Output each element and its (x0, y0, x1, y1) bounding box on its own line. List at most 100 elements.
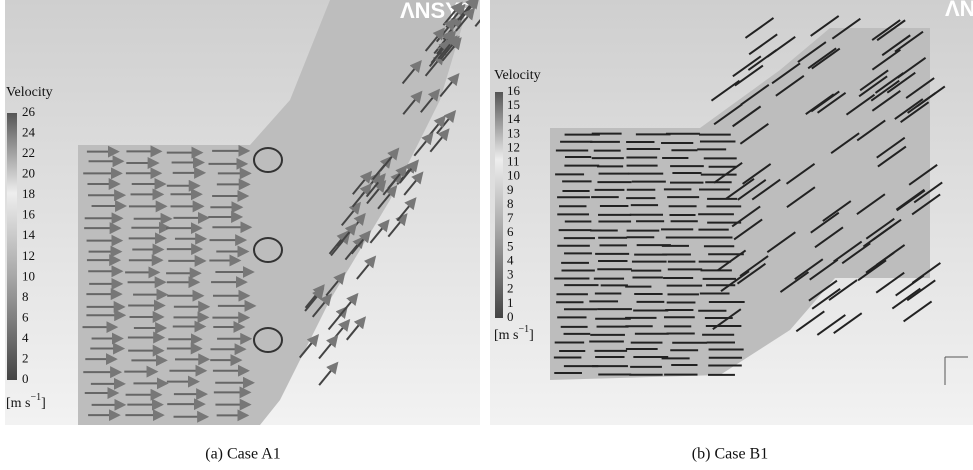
caption: (b) Case B1 (692, 446, 768, 463)
legend-title: Velocity (494, 68, 541, 83)
colorbar-tick-label: 10 (22, 268, 35, 283)
colorbar-tick-label: 13 (507, 125, 520, 140)
velocity-vector (809, 258, 839, 281)
velocity-vector (876, 136, 906, 159)
colorbar-tick-label: 7 (507, 210, 514, 225)
velocity-vector (871, 19, 901, 41)
velocity-vector (731, 205, 761, 228)
velocity-vector (871, 48, 901, 71)
velocity-vector (429, 128, 450, 153)
colorbar-tick-label: 9 (507, 182, 514, 197)
colorbar-tick-label: 2 (22, 350, 29, 365)
velocity-vector (900, 101, 930, 123)
colorbar-tick-label: 16 (507, 83, 521, 98)
colorbar-tick-label: 5 (507, 238, 514, 253)
velocity-vector (795, 310, 825, 333)
colorbar-tick-label: 10 (507, 168, 520, 183)
velocity-vector (911, 193, 941, 216)
velocity-vector (865, 217, 895, 240)
legend-unit: [m s−1] (6, 392, 46, 411)
velocity-vector (748, 33, 778, 56)
velocity-vector (779, 271, 810, 293)
velocity-vector (325, 271, 346, 297)
colorbar-tick-label: 14 (507, 111, 521, 126)
colorbar-tick-label: 26 (22, 104, 36, 119)
velocity-vector (387, 164, 408, 190)
velocity-vector (785, 163, 816, 185)
velocity-vector (833, 240, 863, 263)
colorbar (495, 92, 503, 318)
velocity-vector (822, 200, 852, 222)
velocity-vector (365, 173, 386, 198)
velocity-vector (816, 314, 846, 336)
velocity-vector (881, 34, 911, 57)
colorbar-tick-label: 1 (507, 295, 514, 310)
velocity-vector (304, 287, 325, 312)
velocity-vector (913, 181, 943, 204)
velocity-vector (740, 83, 770, 106)
velocity-vector (905, 77, 935, 99)
velocity-vector (876, 19, 906, 42)
velocity-vector (786, 186, 816, 208)
velocity-vector (401, 59, 422, 85)
colorbar-tick-label: 24 (22, 125, 36, 140)
velocity-vector (737, 179, 767, 201)
velocity-vector (420, 88, 441, 113)
velocity-vector (916, 85, 946, 108)
velocity-vector (739, 255, 769, 277)
velocity-vector (345, 316, 367, 341)
velocity-vector (874, 72, 905, 94)
logo: ΛNSYS (400, 0, 475, 23)
legend-unit: [m s−1] (494, 324, 534, 343)
colorbar-tick-label: 8 (507, 196, 514, 211)
velocity-vector (833, 312, 863, 335)
velocity-vector (744, 17, 775, 39)
velocity-vector (856, 193, 886, 216)
colorbar-tick-label: 4 (507, 252, 514, 267)
velocity-vector (328, 230, 349, 255)
velocity-vector (352, 170, 373, 195)
velocity-vector (351, 183, 372, 208)
velocity-vector (356, 255, 377, 280)
velocity-vector (733, 218, 763, 241)
velocity-vector (875, 271, 905, 294)
velocity-vector (805, 93, 835, 116)
velocity-vector (455, 7, 476, 32)
velocity-vector (858, 75, 888, 98)
velocity-vector (811, 47, 841, 70)
colorbar-tick-label: 12 (22, 248, 35, 263)
velocity-vector (908, 164, 938, 186)
velocity-vector (831, 17, 861, 40)
colorbar-tick-label: 12 (507, 139, 520, 154)
legend-title: Velocity (6, 85, 53, 100)
colorbar-tick-label: 4 (22, 330, 29, 345)
velocity-vector (298, 334, 320, 359)
velocity-vector (338, 292, 359, 318)
velocity-vector (713, 103, 743, 126)
colorbar-tick-label: 8 (22, 289, 29, 304)
velocity-vector (369, 219, 390, 244)
panel-a: ΛNSYS Velocity [m s−1] 26242220181614121… (5, 0, 480, 425)
vortex (253, 327, 283, 353)
colorbar-tick-label: 22 (22, 145, 35, 160)
velocity-vector (336, 222, 358, 247)
velocity-vector (725, 177, 755, 200)
velocity-vector (894, 98, 924, 120)
logo: ΛNSYS (945, 0, 973, 21)
velocity-vector (875, 244, 906, 266)
velocity-vector (808, 279, 838, 302)
flow-domain (550, 28, 930, 380)
velocity-vector (856, 119, 886, 142)
velocity-vector (845, 93, 876, 116)
velocity-vector (402, 90, 423, 115)
velocity-vector (810, 211, 840, 234)
velocity-vector (891, 287, 921, 310)
velocity-vector (377, 185, 398, 210)
velocity-vector (318, 361, 339, 386)
colorbar-tick-label: 2 (507, 281, 514, 296)
velocity-vector (811, 288, 841, 310)
colorbar (7, 113, 17, 380)
velocity-vector (794, 258, 824, 281)
velocity-vector (739, 122, 769, 145)
